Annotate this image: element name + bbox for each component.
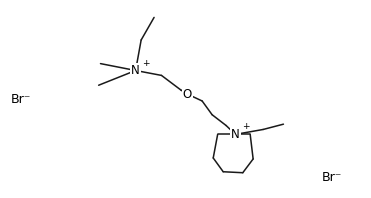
- Text: N: N: [231, 128, 240, 141]
- Text: O: O: [183, 88, 192, 101]
- Text: +: +: [142, 59, 150, 68]
- Text: +: +: [242, 122, 249, 131]
- Text: Br⁻: Br⁻: [321, 171, 342, 184]
- Text: Br⁻: Br⁻: [11, 92, 31, 106]
- Text: N: N: [131, 64, 140, 77]
